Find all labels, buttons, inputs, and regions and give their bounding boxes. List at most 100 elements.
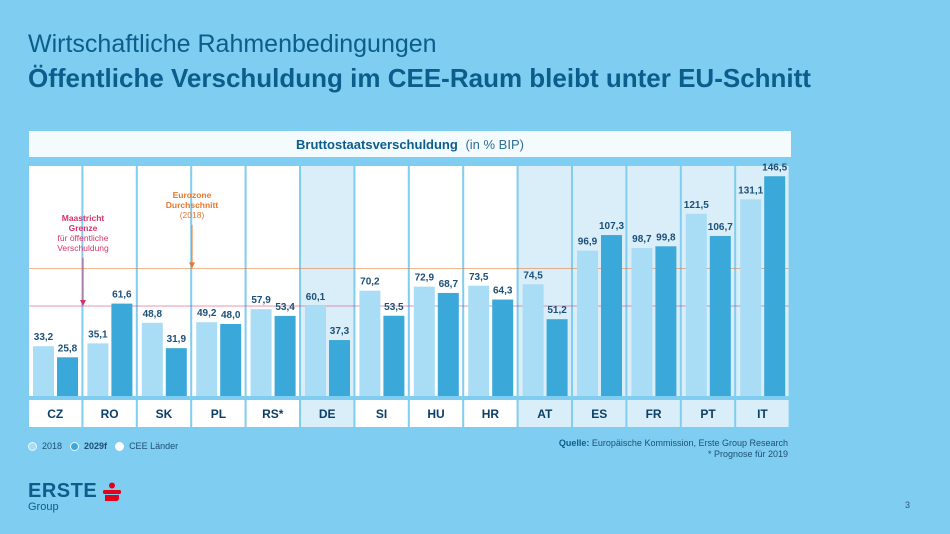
logo-sub: Group (28, 501, 59, 513)
bar-2029-de (329, 340, 350, 396)
legend-swatch-2029 (70, 441, 80, 451)
legend-item-2029: 2029f (70, 441, 107, 451)
data-label-2029-fr: 99,8 (656, 232, 676, 243)
tick-label-hr: HR (482, 407, 500, 421)
axis-cell-rs (246, 400, 299, 427)
tick-label-rs: RS* (262, 407, 284, 421)
slide-subtitle: Wirtschaftliche Rahmenbedingungen (28, 30, 437, 58)
tick-label-ro: RO (101, 407, 119, 421)
logo-name: ERSTE (28, 480, 98, 502)
tick-label-sk: SK (156, 407, 173, 421)
axis-cell-it (736, 400, 789, 427)
data-label-2029-ro: 61,6 (112, 290, 132, 301)
annotation-eurozone-line-2: (2018) (180, 210, 205, 220)
data-label-2029-de: 37,3 (330, 326, 350, 337)
slide-title: Öffentliche Verschuldung im CEE-Raum ble… (28, 63, 811, 93)
bar-2029-it (764, 176, 786, 396)
bar-2018-sk (141, 322, 163, 396)
axis-cell-es (573, 400, 626, 427)
axis-cell-si (355, 400, 408, 427)
tick-label-de: DE (319, 407, 336, 421)
legend: 2018 2029f CEE Länder (28, 441, 186, 451)
tick-label-at: AT (537, 407, 553, 421)
data-label-2018-si: 70,2 (360, 277, 380, 288)
sparkasse-s-icon (103, 482, 122, 501)
legend-label-2029: 2029f (84, 441, 108, 451)
axis-cell-hu (409, 400, 463, 427)
data-label-2029-hr: 64,3 (493, 286, 513, 297)
bar-2029-pl (220, 324, 242, 396)
data-label-2018-sk: 48,8 (143, 309, 163, 320)
bar-2029-pt (709, 235, 731, 396)
annotation-eurozone-line-0: Eurozone (173, 190, 212, 200)
data-label-2029-it: 146,5 (762, 162, 787, 173)
axis-cell-hr (464, 400, 517, 427)
bar-2029-es (601, 235, 622, 396)
annotation-maastricht-line-3: Verschuldung (57, 243, 109, 253)
data-label-2029-pt: 106,7 (708, 222, 733, 233)
bar-2018-hr (468, 285, 490, 396)
annotation-maastricht-line-1: Grenze (69, 223, 98, 233)
tick-label-es: ES (591, 407, 607, 421)
data-label-2029-es: 107,3 (599, 221, 624, 232)
source-note: Quelle: Europäische Kommission, Erste Gr… (559, 438, 788, 460)
data-label-2018-es: 96,9 (578, 237, 598, 248)
page-number: 3 (904, 500, 910, 510)
tick-label-pl: PL (211, 407, 226, 421)
bar-2018-es (577, 250, 598, 396)
legend-swatch-2018 (28, 441, 37, 451)
bar-2018-cz (33, 346, 54, 396)
tick-label-si: SI (376, 407, 387, 421)
data-label-2018-ro: 35,1 (88, 329, 108, 340)
annotation-eurozone-line-1: Durchschnitt (166, 200, 219, 210)
chart-title-bold: Bruttostaatsverschuldung (296, 137, 458, 152)
bar-2029-si (383, 315, 405, 396)
bar-2018-rs (250, 309, 272, 396)
source-text: Europäische Kommission, Erste Group Rese… (591, 438, 788, 448)
data-label-2018-rs: 57,9 (251, 295, 271, 306)
legend-label-2018: 2018 (42, 441, 63, 451)
bar-2029-hr (492, 299, 514, 396)
bar-2029-hu (437, 292, 459, 396)
axis-cell-at (518, 400, 571, 427)
chart-title-unit: (in % BIP) (465, 137, 524, 152)
logo-wordmark: ERSTE (28, 480, 123, 503)
bar-2029-sk (165, 348, 187, 396)
bar-2018-pl (196, 322, 218, 396)
bar-2018-fr (631, 247, 653, 396)
axis-cell-pl (192, 400, 245, 427)
bar-2018-hu (413, 286, 435, 396)
tick-label-it: IT (757, 407, 768, 421)
data-label-2029-rs: 53,4 (275, 302, 295, 313)
data-label-2029-sk: 31,9 (167, 334, 187, 345)
chart-title-box (29, 131, 791, 157)
data-label-2018-de: 60,1 (306, 292, 326, 303)
data-label-2018-fr: 98,7 (632, 234, 652, 245)
data-label-2018-hr: 73,5 (469, 272, 489, 283)
legend-swatch-cee (115, 441, 125, 451)
bar-2029-fr (655, 246, 677, 396)
data-label-2029-hu: 68,7 (439, 279, 459, 290)
data-label-2018-at: 74,5 (523, 270, 543, 281)
bar-2029-cz (57, 357, 78, 396)
data-label-2029-pl: 48,0 (221, 310, 241, 321)
bar-2018-si (359, 290, 381, 396)
annotation-maastricht-line-2: für öffentliche (58, 233, 109, 243)
axis-cell-fr (627, 400, 680, 427)
axis-cell-pt (681, 400, 735, 427)
source-line: Quelle: Europäische Kommission, Erste Gr… (559, 438, 788, 449)
data-label-2029-at: 51,2 (547, 305, 567, 316)
legend-item-2018: 2018 (28, 441, 62, 451)
bar-2018-de (305, 305, 326, 396)
data-label-2018-hu: 72,9 (415, 273, 435, 284)
data-label-2018-pt: 121,5 (684, 200, 709, 211)
annotation-eurozone-arrow-head (189, 262, 195, 269)
footnote: * Prognose für 2019 (707, 449, 788, 459)
axis-cell-de (301, 400, 354, 427)
data-label-2018-cz: 33,2 (34, 332, 54, 343)
bar-2018-at (522, 284, 544, 396)
source-label: Quelle: (558, 438, 590, 448)
axis-cell-ro (83, 400, 136, 427)
axis-cell-cz (29, 400, 82, 427)
